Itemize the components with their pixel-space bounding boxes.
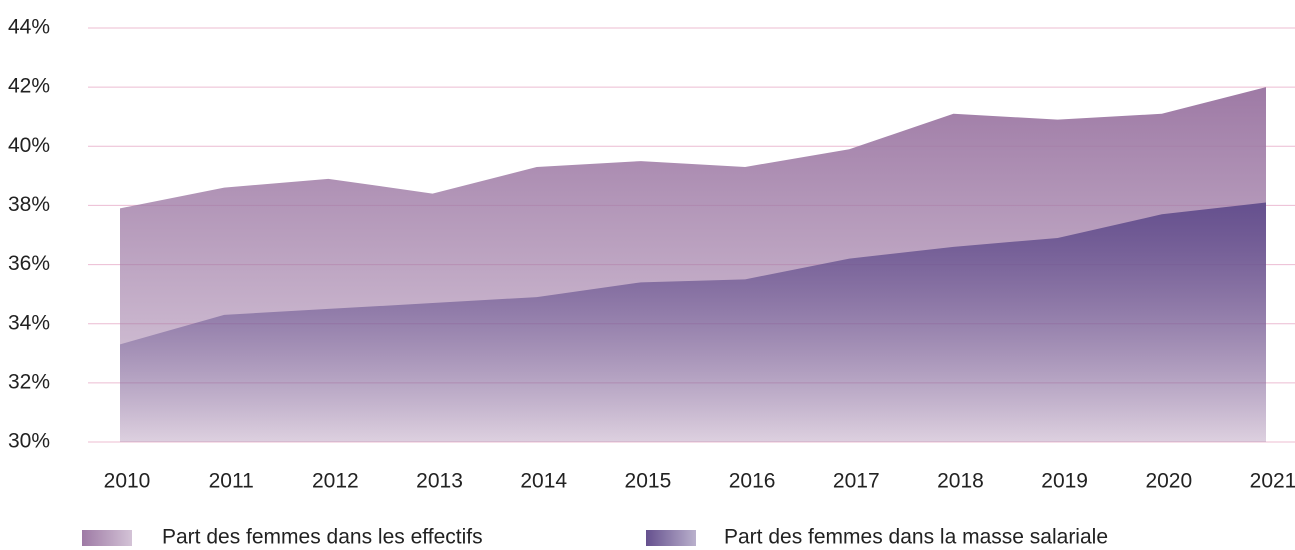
- y-tick-label: 32%: [8, 370, 50, 393]
- y-tick-label: 36%: [8, 252, 50, 275]
- x-tick-label: 2014: [520, 470, 567, 493]
- x-tick-label: 2012: [312, 470, 359, 493]
- legend-swatch: [82, 530, 132, 546]
- y-tick-label: 38%: [8, 193, 50, 216]
- x-tick-label: 2010: [104, 470, 151, 493]
- legend-swatch: [646, 530, 696, 546]
- legend-label: Part des femmes dans les effectifs: [162, 526, 483, 549]
- y-tick-label: 42%: [8, 75, 50, 98]
- area: [120, 202, 1266, 442]
- x-tick-label: 2013: [416, 470, 463, 493]
- x-tick-label: 2019: [1041, 470, 1088, 493]
- x-tick-label: 2011: [209, 470, 254, 493]
- y-tick-label: 34%: [8, 311, 50, 334]
- y-tick-label: 40%: [8, 134, 50, 157]
- x-tick-label: 2018: [937, 470, 984, 493]
- x-tick-label: 2021: [1250, 470, 1295, 493]
- y-tick-label: 30%: [8, 430, 50, 453]
- y-tick-label: 44%: [8, 16, 50, 39]
- x-tick-label: 2016: [729, 470, 776, 493]
- x-tick-label: 2015: [625, 470, 672, 493]
- legend-label: Part des femmes dans la masse salariale: [724, 526, 1108, 549]
- x-tick-label: 2020: [1145, 470, 1192, 493]
- x-tick-label: 2017: [833, 470, 880, 493]
